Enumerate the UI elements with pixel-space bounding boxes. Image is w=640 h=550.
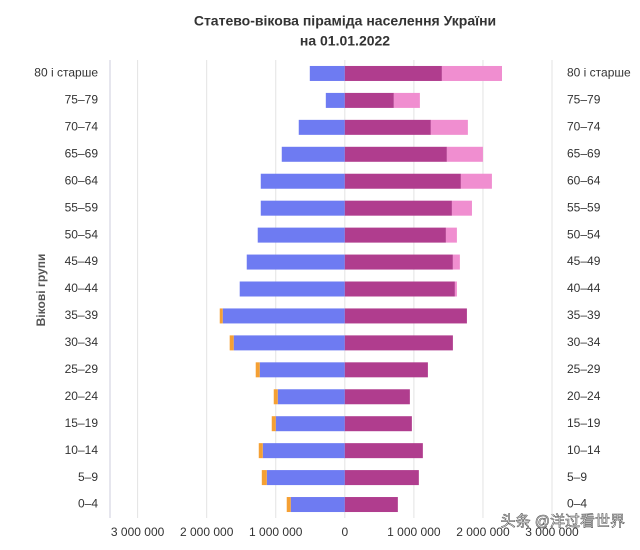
y-tick-label: 45–49	[65, 254, 99, 268]
bar	[344, 443, 423, 459]
y-tick-label: 65–69	[65, 146, 99, 160]
y-tick-label-right: 0–4	[567, 497, 587, 511]
bar	[344, 227, 446, 243]
bar	[290, 497, 345, 513]
bar	[344, 416, 412, 432]
bar	[255, 362, 260, 378]
bar	[344, 335, 453, 351]
x-tick-label: 0	[341, 525, 348, 539]
bar	[281, 146, 345, 162]
bar	[260, 173, 345, 189]
y-tick-label-right: 45–49	[567, 254, 601, 268]
bar	[219, 308, 223, 324]
y-tick-label: 10–14	[65, 443, 99, 457]
bar	[344, 308, 467, 324]
bar	[344, 200, 452, 216]
bar	[344, 281, 455, 297]
y-tick-label-right: 75–79	[567, 93, 601, 107]
bar	[344, 497, 398, 513]
y-tick-label-right: 40–44	[567, 281, 601, 295]
x-tick-label: 2 000 000	[180, 525, 234, 539]
bar	[286, 497, 291, 513]
y-tick-label: 25–29	[65, 362, 99, 376]
bar	[454, 281, 457, 297]
y-tick-label: 15–19	[65, 416, 99, 430]
bar	[298, 119, 345, 135]
y-tick-label-right: 20–24	[567, 389, 601, 403]
bar	[344, 92, 394, 108]
y-tick-label: 35–39	[65, 308, 99, 322]
bar	[273, 389, 278, 405]
y-tick-label-right: 80 і старше	[567, 66, 631, 80]
bar	[246, 254, 345, 270]
y-tick-label-right: 60–64	[567, 173, 601, 187]
y-tick-label-right: 70–74	[567, 120, 601, 134]
x-tick-label: 3 000 000	[525, 525, 579, 539]
bar	[441, 65, 502, 81]
bar	[222, 308, 345, 324]
bar	[257, 227, 345, 243]
y-tick-label: 5–9	[78, 470, 98, 484]
bar	[393, 92, 420, 108]
x-tick-label: 3 000 000	[111, 525, 165, 539]
y-tick-label: 30–34	[65, 335, 99, 349]
y-tick-label-right: 10–14	[567, 443, 601, 457]
y-tick-label-right: 35–39	[567, 308, 601, 322]
bar	[233, 335, 345, 351]
bar	[344, 119, 431, 135]
y-tick-label: 0–4	[78, 497, 98, 511]
y-tick-label: 40–44	[65, 281, 99, 295]
bar	[325, 92, 345, 108]
bar	[277, 389, 345, 405]
bar	[446, 146, 483, 162]
y-tick-label: 55–59	[65, 200, 99, 214]
y-tick-label: 70–74	[65, 120, 99, 134]
bar	[452, 254, 460, 270]
bar	[344, 173, 461, 189]
bar	[344, 362, 428, 378]
bar	[261, 470, 267, 486]
y-tick-label: 20–24	[65, 389, 99, 403]
bar	[344, 65, 442, 81]
bar	[259, 362, 345, 378]
chart-subtitle: на 01.01.2022	[300, 33, 390, 49]
watermark: 头条 @洋过看世界	[501, 513, 625, 530]
bar	[309, 65, 345, 81]
y-tick-label-right: 65–69	[567, 146, 601, 160]
y-tick-label-right: 50–54	[567, 227, 601, 241]
y-axis-title: Вікові групи	[34, 254, 48, 327]
y-tick-label: 75–79	[65, 93, 99, 107]
y-tick-label-right: 15–19	[567, 416, 601, 430]
bar	[262, 443, 345, 459]
y-tick-label: 80 і старше	[34, 66, 98, 80]
y-tick-label: 50–54	[65, 227, 99, 241]
y-tick-label-right: 5–9	[567, 470, 587, 484]
bar	[271, 416, 276, 432]
x-tick-label: 2 000 000	[456, 525, 510, 539]
chart-title: Статево-вікова піраміда населення Україн…	[194, 13, 496, 29]
y-tick-label-right: 25–29	[567, 362, 601, 376]
bar	[460, 173, 492, 189]
x-tick-label: 1 000 000	[387, 525, 441, 539]
bar	[344, 146, 447, 162]
bar	[275, 416, 345, 432]
bar	[430, 119, 468, 135]
y-tick-label-right: 30–34	[567, 335, 601, 349]
x-tick-label: 1 000 000	[249, 525, 303, 539]
bar	[451, 200, 472, 216]
bar	[445, 227, 457, 243]
bar	[258, 443, 263, 459]
y-tick-label: 60–64	[65, 173, 99, 187]
bar	[344, 470, 419, 486]
bar	[239, 281, 345, 297]
bar	[344, 254, 453, 270]
bar	[344, 389, 410, 405]
y-tick-label-right: 55–59	[567, 200, 601, 214]
bar	[229, 335, 234, 351]
bar	[266, 470, 345, 486]
bar	[260, 200, 345, 216]
